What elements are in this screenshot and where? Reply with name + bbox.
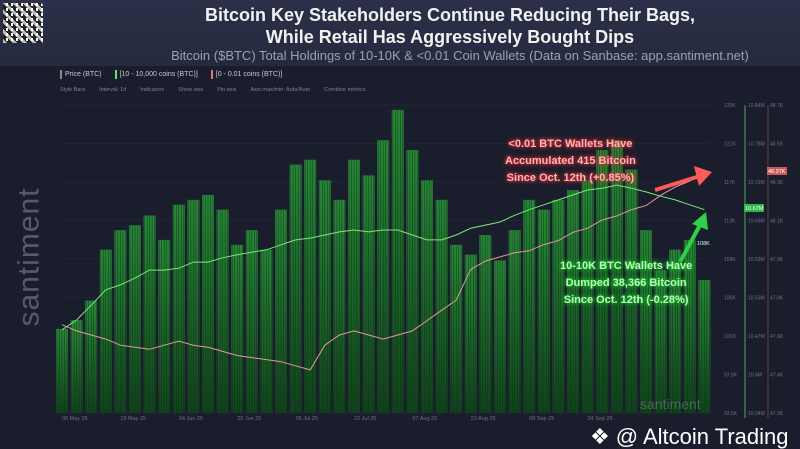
whales-last-value-bg — [744, 204, 764, 212]
legend-whales[interactable]: [10 - 10,000 coins (BTC)] — [114, 70, 201, 79]
whales-tick-label: 10.78M — [748, 142, 765, 148]
retail-tick-label: 47.4K — [770, 373, 784, 379]
retail-last-value: 48.37K — [768, 169, 786, 175]
retail-tick-label: 47.2K — [770, 411, 784, 417]
subtitle: Bitcoin ($BTC) Total Holdings of 10-10K … — [171, 48, 749, 63]
annotation-retail-line: <0.01 BTC Wallets Have — [508, 138, 633, 150]
price-last-value: 108K — [697, 241, 710, 247]
x-tick-label: 24 Sep 25 — [588, 416, 613, 422]
brand: ❖ @ Altcoin Trading — [590, 424, 789, 449]
toolbar: Style Bars Interval: 1d Indicators Show … — [60, 87, 365, 93]
title-line-2: While Retail Has Aggressively Bought Dip… — [265, 27, 635, 47]
x-tick-label: 23 Aug 25 — [471, 416, 496, 422]
price-tick-label: 109K — [724, 257, 736, 263]
whales-tick-label: 10.4M — [748, 373, 762, 379]
toolbar-style[interactable]: Style Bars — [60, 87, 86, 93]
legend-price[interactable]: Price (BTC) — [60, 70, 105, 79]
retail-line — [61, 172, 705, 371]
toolbar-show-axis[interactable]: Show axis — [178, 87, 204, 93]
x-tick-label: 05 May 25 — [62, 416, 88, 422]
price-tick-label: 121K — [724, 142, 736, 148]
retail-tick-label: 48.7K — [770, 103, 784, 109]
price-tick-label: 93.5K — [724, 411, 738, 417]
price-tick-label: 117K — [724, 180, 736, 186]
whales-line — [61, 184, 705, 331]
whales-last-value: 10.67M — [745, 206, 764, 212]
retail-tick-label: 47.6K — [770, 334, 784, 340]
price-tick-label: 125K — [724, 103, 736, 109]
x-tick-label: 22 Jul 25 — [354, 416, 376, 422]
annotation-retail-line: Since Oct. 12th (+0.85%) — [506, 172, 635, 184]
annotation-whales-line: Dumped 38,366 Bitcoin — [565, 277, 687, 289]
whales-arrow-head — [692, 212, 708, 230]
price-last-value-bg — [696, 239, 716, 248]
whales-tick-label: 10.53M — [748, 296, 765, 302]
retail-last-value-bg — [767, 167, 787, 175]
legend-retail[interactable]: [0 - 0.01 coins (BTC)] — [210, 70, 286, 79]
annotation-whales: 10-10K BTC Wallets Have Dumped 38,366 Bi… — [560, 258, 692, 309]
x-tick-label: 19 May 25 — [120, 416, 146, 422]
whales-tick-label: 10.59M — [748, 257, 765, 263]
brand-text: @ Altcoin Trading — [615, 424, 789, 449]
price-tick-label: 97.5K — [724, 373, 738, 379]
x-tick-label: 07 Aug 25 — [412, 416, 437, 422]
toolbar-interval[interactable]: Interval: 1d — [99, 87, 127, 93]
x-tick-label: 06 Jul 25 — [296, 416, 318, 422]
santiment-watermark: santiment — [12, 187, 46, 327]
retail-arrow-head — [694, 166, 712, 186]
whales-tick-label: 10.34M — [748, 411, 765, 417]
price-tick-label: 113K — [724, 219, 736, 225]
retail-tick-label: 48.3K — [770, 180, 784, 186]
retail-tick-label: 48.1K — [770, 219, 784, 225]
whales-tick-label: 10.47M — [748, 334, 765, 340]
annotation-retail: <0.01 BTC Wallets Have Accumulated 415 B… — [505, 136, 636, 187]
price-tick-label: 105K — [724, 296, 736, 302]
whales-tick-label: 10.66M — [748, 219, 765, 225]
price-tick-label: 101K — [724, 334, 736, 340]
santiment-watermark-small: santiment — [640, 396, 701, 412]
annotation-whales-line: 10-10K BTC Wallets Have — [560, 260, 693, 272]
x-tick-label: 08 Sep 25 — [529, 416, 554, 422]
toolbar-combine[interactable]: Combine metrics — [324, 87, 366, 93]
binance-icon: ❖ — [590, 424, 610, 449]
retail-tick-label: 47.8K — [770, 296, 784, 302]
toolbar-axis-maxmin[interactable]: Axis max/min: Auto/Auto — [250, 87, 311, 93]
annotation-retail-line: Accumulated 415 Bitcoin — [505, 155, 636, 167]
retail-tick-label: 47.9K — [770, 257, 784, 263]
header: Bitcoin Key Stakeholders Continue Reduci… — [0, 0, 800, 66]
retail-arrow — [654, 174, 701, 192]
annotation-whales-line: Since Oct. 12th (-0.28%) — [563, 294, 689, 306]
qr-code — [3, 3, 43, 43]
title-line-1: Bitcoin Key Stakeholders Continue Reduci… — [204, 5, 696, 25]
toolbar-indicators[interactable]: Indicators — [140, 87, 165, 93]
whales-arrow — [678, 224, 702, 263]
legend: Price (BTC) [10 - 10,000 coins (BTC)] [0… — [60, 70, 285, 79]
toolbar-pin-axis[interactable]: Pin axis — [217, 87, 237, 93]
whales-tick-label: 10.84M — [748, 103, 765, 109]
x-tick-label: 04 Jun 25 — [179, 416, 203, 422]
x-tick-label: 20 Jun 25 — [237, 416, 261, 422]
retail-tick-label: 48.5K — [770, 142, 784, 148]
whales-tick-label: 10.72M — [748, 180, 765, 186]
